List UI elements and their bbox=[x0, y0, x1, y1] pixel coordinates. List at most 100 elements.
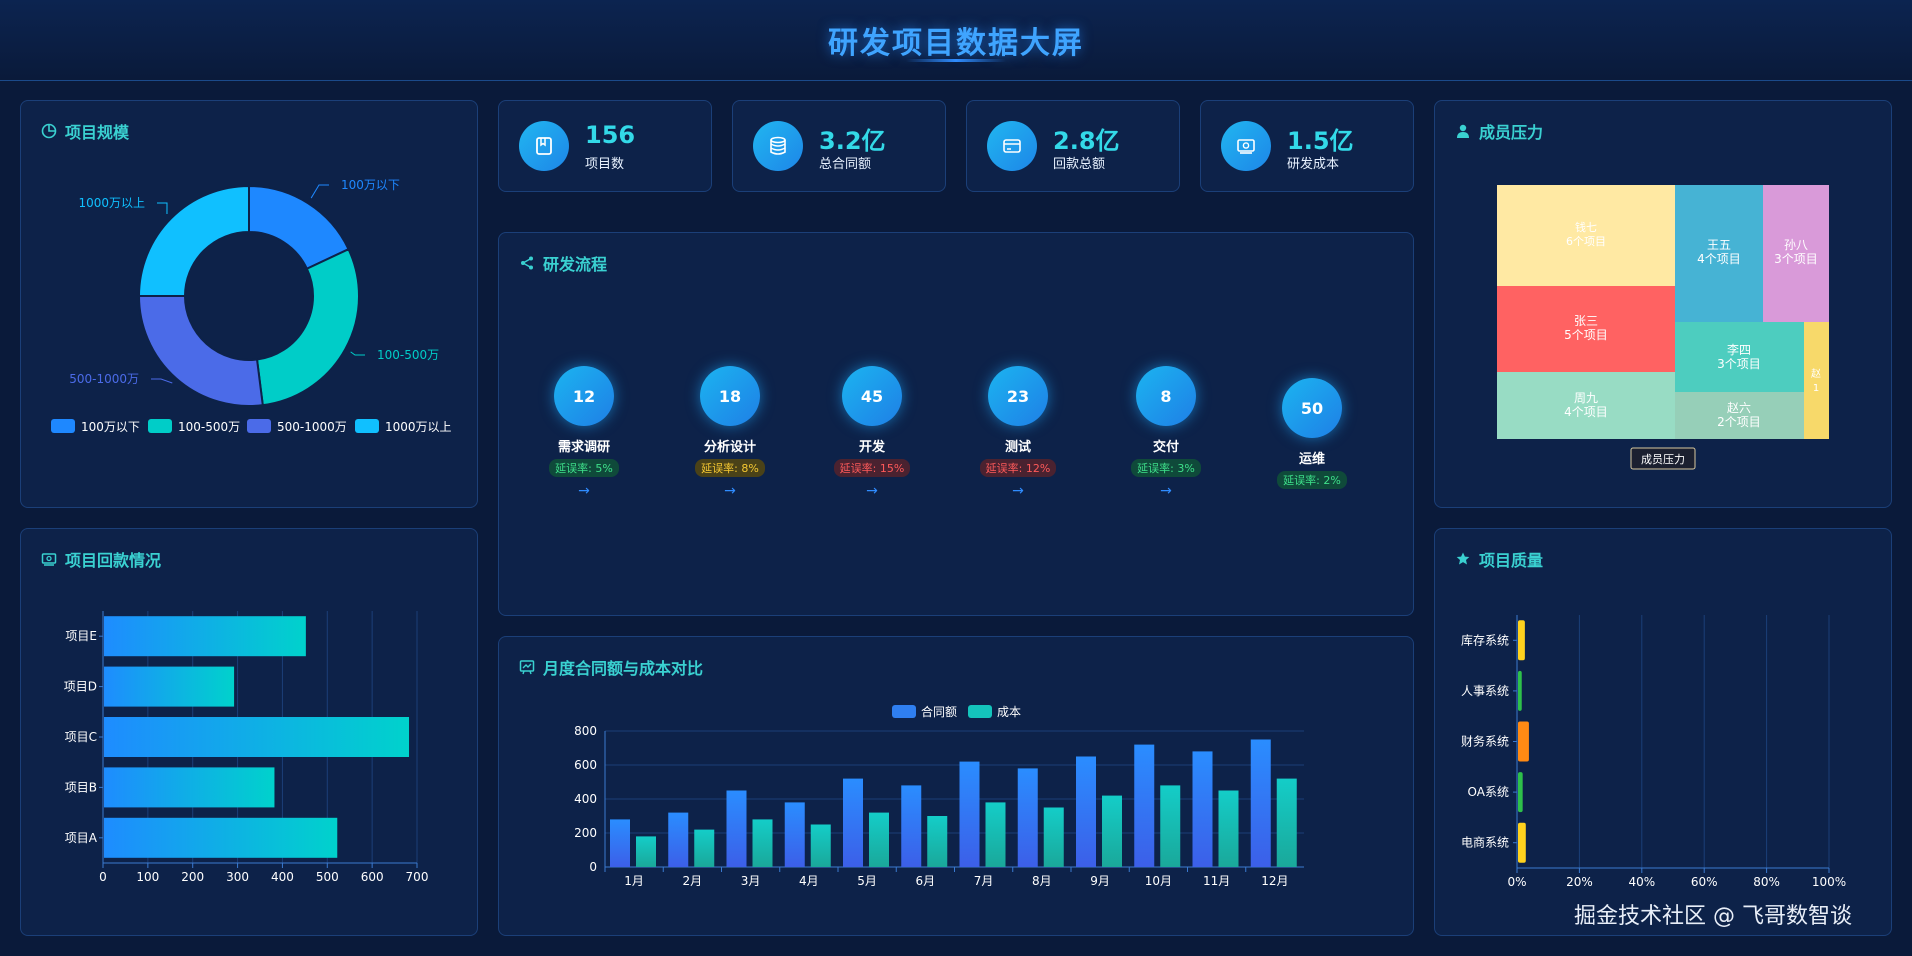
treemap-cell[interactable]: 王五 4个项目 bbox=[1675, 185, 1763, 322]
flow-stage-research[interactable]: 12 需求调研 延误率: 5% → bbox=[534, 366, 634, 499]
donut-slice-label: 100-500万 bbox=[377, 348, 439, 362]
panel-title-monthly-text: 月度合同额与成本对比 bbox=[543, 659, 704, 678]
panel-payment: 项目回款情况 0 100 200 300 400 500 600 700 项目A 项目B 项目C 项目… bbox=[20, 528, 478, 936]
monthly-bar bbox=[694, 829, 715, 867]
stage-name: 开发 bbox=[858, 440, 885, 455]
y-tick-label: 项目D bbox=[64, 680, 97, 694]
quality-bar bbox=[1518, 670, 1522, 711]
kpi-label-cost: 研发成本 bbox=[1287, 157, 1340, 172]
treemap-cell-rect bbox=[1763, 185, 1829, 322]
monthly-bar bbox=[752, 819, 773, 867]
monthly-bar bbox=[1160, 785, 1181, 867]
scale-donut-chart: 100万以下 100-500万 500-1000万 1000万以上 100万以下 100-… bbox=[51, 178, 452, 434]
stage-delay-rate: 延误率: 3% bbox=[1131, 459, 1201, 477]
x-tick-label: 9月 bbox=[1090, 874, 1110, 888]
kpi-value-cost: 1.5亿 bbox=[1287, 127, 1354, 155]
y-tick-label: OA系统 bbox=[1468, 785, 1509, 799]
x-tick-label: 400 bbox=[271, 870, 294, 884]
quality-bar bbox=[1518, 620, 1525, 661]
y-tick-label: 电商系统 bbox=[1461, 835, 1509, 850]
kpi-card-contract[interactable]: 3.2亿 总合同额 bbox=[732, 100, 946, 192]
kpi-value-contract: 3.2亿 bbox=[819, 127, 886, 155]
flow-stage-design[interactable]: 18 分析设计 延误率: 8% → bbox=[680, 366, 780, 499]
panel-dev-flow: 研发流程 bbox=[498, 232, 1414, 616]
monthly-bar bbox=[810, 824, 831, 867]
x-tick-label: 40% bbox=[1628, 875, 1655, 889]
treemap-cell[interactable]: 钱七 6个项目 bbox=[1497, 185, 1675, 286]
kpi-label-projects: 项目数 bbox=[585, 157, 625, 172]
treemap-cell-name: 张三 bbox=[1574, 314, 1598, 328]
treemap-cell-rect bbox=[1675, 185, 1763, 322]
x-tick-label: 20% bbox=[1566, 875, 1593, 889]
kpi-card-cost[interactable]: 1.5亿 研发成本 bbox=[1200, 100, 1414, 192]
x-tick-label: 1月 bbox=[624, 874, 644, 888]
payment-bar bbox=[104, 616, 306, 657]
flow-stage-deliver[interactable]: 8 交付 延误率: 3% → bbox=[1116, 366, 1216, 499]
treemap-cell-name: 钱七 bbox=[1575, 220, 1597, 234]
legend-label: 1000万以上 bbox=[385, 420, 452, 434]
treemap-cell-count: 3个项目 bbox=[1717, 357, 1761, 371]
y-tick-label: 800 bbox=[574, 724, 597, 738]
treemap-cell[interactable]: 赵 1 bbox=[1804, 322, 1829, 439]
donut-slice bbox=[137, 295, 264, 407]
panel-member-pressure: 成员压力 钱七 6个项目 王五 4个项目 孙八 3个项目 张三 5个项目 李四 … bbox=[1434, 100, 1892, 508]
stage-name: 运维 bbox=[1298, 452, 1325, 467]
x-tick-label: 80% bbox=[1753, 875, 1780, 889]
treemap-cell-count: 6个项目 bbox=[1566, 235, 1606, 248]
y-tick-label: 400 bbox=[574, 792, 597, 806]
stage-name: 测试 bbox=[1004, 440, 1031, 455]
arrow-right-icon: → bbox=[1012, 483, 1024, 499]
payment-bar bbox=[104, 666, 235, 707]
y-tick-label: 项目B bbox=[65, 780, 97, 794]
x-tick-label: 12月 bbox=[1261, 874, 1288, 888]
flow-stage-ops[interactable]: 50 运维 延误率: 2% bbox=[1262, 378, 1362, 489]
quality-bar bbox=[1518, 822, 1526, 863]
treemap-cell[interactable]: 李四 3个项目 bbox=[1675, 322, 1804, 392]
panel-title-pressure: 成员压力 bbox=[1455, 119, 1543, 143]
payment-bar bbox=[104, 817, 338, 858]
treemap-cell[interactable]: 张三 5个项目 bbox=[1497, 286, 1675, 372]
flow-stage-test[interactable]: 23 测试 延误率: 12% → bbox=[968, 366, 1068, 499]
kpi-card-projects[interactable]: 156 项目数 bbox=[498, 100, 712, 192]
legend-label: 成本 bbox=[997, 705, 1021, 719]
monthly-bar bbox=[1102, 795, 1122, 867]
monthly-bar bbox=[636, 836, 656, 867]
donut-label-line bbox=[310, 184, 329, 199]
stage-delay-rate: 延误率: 5% bbox=[549, 459, 619, 477]
panel-title-quality-text: 项目质量 bbox=[1479, 551, 1544, 570]
watermark: 掘金技术社区 @ 飞哥数智谈 bbox=[1574, 904, 1852, 929]
kpi-label-payment: 回款总额 bbox=[1053, 157, 1106, 172]
payment-bar-chart: 0 100 200 300 400 500 600 700 项目A 项目B 项目C 项目D 项目E bbox=[64, 611, 428, 884]
monthly-bar bbox=[726, 790, 747, 867]
treemap-cell-rect bbox=[1497, 372, 1675, 439]
panel-title-scale-text: 项目规模 bbox=[65, 123, 130, 142]
panel-quality: 项目质量 0% 20% 40% 60% 80% 100% 电商系统 OA系统 财务系统 人事系统 库… bbox=[1434, 528, 1892, 936]
treemap-cell-count: 2个项目 bbox=[1717, 415, 1761, 429]
x-tick-label: 8月 bbox=[1032, 874, 1052, 888]
treemap-cell[interactable]: 孙八 3个项目 bbox=[1763, 185, 1829, 322]
legend-label: 100-500万 bbox=[178, 420, 240, 434]
kpi-card-payment[interactable]: 2.8亿 回款总额 bbox=[966, 100, 1180, 192]
monthly-bar bbox=[784, 802, 805, 867]
monthly-bar bbox=[1043, 807, 1064, 867]
legend-label: 500-1000万 bbox=[277, 420, 347, 434]
panel-monthly: 月度合同额与成本对比 0 200 400 600 800 1月 2月 3月 4月 5月 6月 7月 8月… bbox=[498, 636, 1414, 936]
panel-title-scale: 项目规模 bbox=[41, 119, 129, 143]
donut-slice-label: 100万以下 bbox=[341, 178, 400, 192]
page-title: 研发项目数据大屏 bbox=[828, 26, 1084, 61]
title-underline bbox=[906, 59, 1006, 62]
treemap-cell[interactable]: 周九 4个项目 bbox=[1497, 372, 1675, 439]
treemap-cell-rect bbox=[1675, 322, 1804, 392]
monthly-bar bbox=[869, 812, 889, 867]
stage-delay-rate: 延误率: 2% bbox=[1277, 471, 1347, 489]
x-tick-label: 3月 bbox=[741, 874, 761, 888]
monthly-bar bbox=[1017, 768, 1038, 867]
quality-bar bbox=[1518, 721, 1529, 762]
flow-stage-develop[interactable]: 45 开发 延误率: 15% → bbox=[822, 366, 922, 499]
arrow-right-icon: → bbox=[578, 483, 590, 499]
x-tick-label: 0% bbox=[1507, 875, 1526, 889]
monthly-bar bbox=[1250, 739, 1271, 867]
treemap-cell[interactable]: 赵六 2个项目 bbox=[1675, 392, 1804, 439]
monthly-bar bbox=[901, 785, 922, 867]
quality-bar-chart: 0% 20% 40% 60% 80% 100% 电商系统 OA系统 财务系统 人事系统 库存系统 bbox=[1461, 615, 1846, 889]
